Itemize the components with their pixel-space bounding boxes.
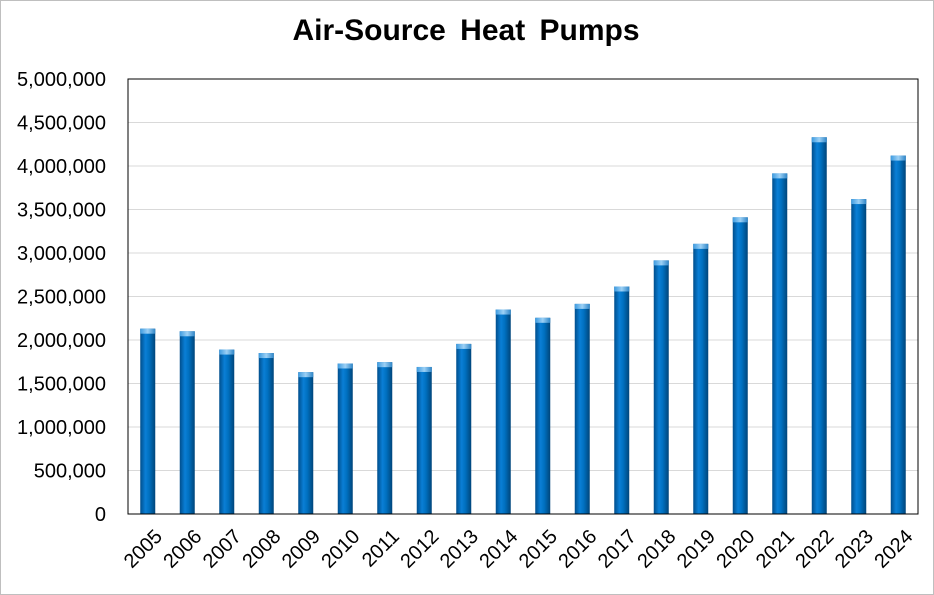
x-tick-label: 2013 — [436, 526, 483, 573]
bar-2011 — [377, 362, 393, 514]
x-tick-label: 2016 — [554, 526, 601, 573]
bar-cap-2021 — [772, 173, 788, 179]
bar-2021 — [772, 173, 788, 514]
bar-2016 — [574, 303, 590, 514]
x-tick-label: 2019 — [673, 526, 720, 573]
x-tick-label: 2008 — [238, 526, 285, 573]
x-tick-label: 2012 — [396, 526, 443, 573]
bar-2022 — [811, 137, 827, 515]
bar-cap-2007 — [219, 349, 235, 355]
x-tick-label: 2010 — [317, 526, 364, 573]
bar-cap-2022 — [811, 137, 827, 143]
bar-cap-2006 — [179, 331, 195, 337]
bar-cap-2015 — [535, 317, 551, 323]
x-tick-label: 2014 — [475, 526, 522, 573]
bar-2020 — [732, 217, 748, 514]
bar-2019 — [693, 243, 709, 515]
y-tick-label: 4,000,000 — [17, 156, 106, 178]
bar-2006 — [179, 331, 195, 514]
bar-cap-2017 — [614, 286, 630, 292]
y-tick-label: 3,000,000 — [17, 243, 106, 265]
bar-cap-2005 — [140, 328, 156, 334]
bar-cap-2013 — [456, 343, 472, 349]
chart-title: Air-Source Heat Pumps — [292, 14, 640, 47]
y-tick-label: 4,500,000 — [17, 113, 106, 135]
bar-2007 — [219, 349, 235, 514]
bar-cap-2010 — [337, 363, 353, 369]
bar-2017 — [614, 286, 630, 514]
bar-2009 — [298, 372, 314, 514]
x-tick-label: 2006 — [159, 526, 206, 573]
y-tick-label: 5,000,000 — [17, 69, 106, 91]
x-tick-label: 2011 — [358, 526, 404, 572]
bar-cap-2024 — [890, 155, 906, 161]
bar-2005 — [140, 328, 156, 514]
bar-cap-2018 — [653, 260, 669, 266]
bar-cap-2016 — [574, 303, 590, 309]
y-tick-label: 1,500,000 — [17, 374, 106, 396]
bar-2024 — [890, 155, 906, 514]
bar-2008 — [258, 353, 274, 514]
bar-cap-2023 — [851, 199, 867, 205]
x-tick-label: 2009 — [278, 526, 325, 573]
bar-cap-2020 — [732, 217, 748, 223]
bar-cap-2011 — [377, 362, 393, 368]
y-tick-label: 0 — [95, 504, 106, 526]
x-tick-label: 2024 — [870, 526, 917, 573]
y-tick-label: 500,000 — [34, 461, 106, 483]
x-tick-label: 2021 — [752, 526, 799, 573]
y-tick-label: 2,500,000 — [17, 287, 106, 309]
x-tick-label: 2017 — [594, 526, 641, 573]
bar-2013 — [456, 343, 472, 514]
y-tick-label: 2,000,000 — [17, 330, 106, 352]
x-tick-label: 2007 — [199, 526, 246, 573]
bar-cap-2019 — [693, 243, 709, 249]
bar-cap-2008 — [258, 353, 274, 359]
x-tick-label: 2023 — [831, 526, 878, 573]
y-tick-label: 3,500,000 — [17, 200, 106, 222]
bar-2018 — [653, 260, 669, 514]
x-tick-label: 2015 — [515, 526, 562, 573]
plot-area-border — [127, 78, 919, 515]
y-tick-label: 1,000,000 — [17, 417, 106, 439]
bar-2010 — [337, 363, 353, 514]
bar-2023 — [851, 199, 867, 514]
bar-2012 — [416, 366, 432, 514]
bar-2014 — [495, 309, 511, 514]
bar-cap-2014 — [495, 309, 511, 315]
x-tick-label: 2020 — [712, 526, 759, 573]
x-tick-label: 2018 — [633, 526, 680, 573]
x-tick-label: 2005 — [120, 526, 167, 573]
bar-cap-2012 — [416, 366, 432, 372]
bar-2015 — [535, 317, 551, 514]
x-tick-label: 2022 — [791, 526, 838, 573]
bar-cap-2009 — [298, 372, 314, 378]
